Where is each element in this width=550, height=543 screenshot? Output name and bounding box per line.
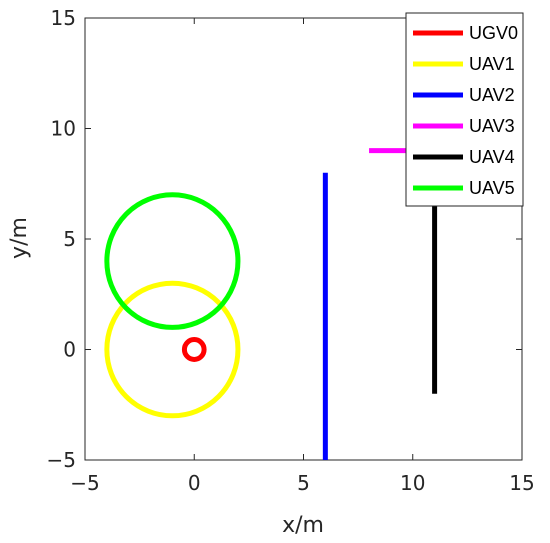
series-uav5-circle xyxy=(104,192,241,330)
x-tick-label: −5 xyxy=(70,471,99,495)
y-tick-label: −5 xyxy=(47,448,76,472)
x-tick-label: 10 xyxy=(400,471,425,495)
y-tick-label: 0 xyxy=(63,338,76,362)
x-axis-title: x/m xyxy=(282,513,324,538)
legend-label-uav5: UAV5 xyxy=(469,178,515,198)
legend-label-uav2: UAV2 xyxy=(469,85,515,105)
x-tick-label: 5 xyxy=(297,471,310,495)
legend-label-uav3: UAV3 xyxy=(469,116,515,136)
y-tick-label: 10 xyxy=(51,117,76,141)
legend-items: UGV0 UAV1 UAV2 UAV3 UAV4 UAV5 xyxy=(413,23,518,198)
y-axis-title: y/m xyxy=(7,217,32,259)
legend-box xyxy=(405,12,524,207)
y-tick-label: 5 xyxy=(63,227,76,251)
legend-label-ugv0: UGV0 xyxy=(469,23,518,43)
legend-label-uav4: UAV4 xyxy=(469,147,515,167)
tick-labels: −5 0 5 10 15 −5 0 5 10 15 xyxy=(47,6,535,495)
x-tick-label: 0 xyxy=(188,471,201,495)
legend-label-uav1: UAV1 xyxy=(469,54,515,74)
legend: UGV0 UAV1 UAV2 UAV3 UAV4 UAV5 xyxy=(405,12,524,207)
series-uav1-circle xyxy=(104,280,241,419)
series-ugv0-circle xyxy=(181,337,207,362)
y-tick-label: 15 xyxy=(51,6,76,30)
x-tick-label: 15 xyxy=(509,471,534,495)
